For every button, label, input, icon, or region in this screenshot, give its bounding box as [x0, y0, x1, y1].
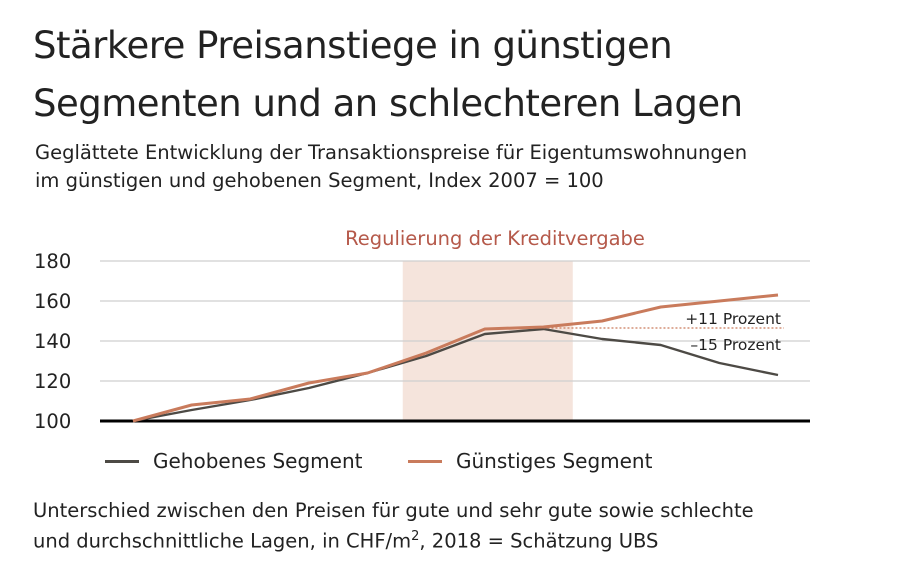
footnote-line-2: und durchschnittliche Lagen, in CHF/m2, … [33, 530, 658, 551]
title-line-2: Segmenten und an schlechteren Lagen [33, 82, 743, 125]
footnote-text: und durchschnittliche Lagen, in CHF/m [33, 529, 412, 553]
series-line-gehoben [132, 327, 779, 423]
subtitle-line-1: Geglättete Entwicklung der Transaktionsp… [35, 141, 748, 164]
legend-swatch-gehoben [105, 459, 139, 463]
legend-label-gehoben: Gehobenes Segment [153, 449, 363, 473]
annotation-minus: –15 Prozent [690, 336, 781, 354]
footnote-line-1: Unterschied zwischen den Preisen für gut… [33, 499, 754, 522]
series-line-guenstig [132, 293, 779, 423]
y-tick-label: 160 [34, 290, 71, 313]
shaded-region-label: Regulierung der Kreditvergabe [345, 227, 645, 250]
legend-swatch-guenstig [408, 459, 442, 463]
footnote-superscript: 2 [411, 529, 420, 544]
annotation-plus: +11 Prozent [685, 310, 781, 328]
legend-label-guenstig: Günstiges Segment [456, 449, 653, 473]
y-tick-label: 100 [34, 410, 71, 433]
y-tick-label: 140 [34, 330, 71, 353]
y-tick-label: 120 [34, 370, 71, 393]
legend-item-guenstig: Günstiges Segment [408, 449, 652, 473]
y-tick-label: 180 [34, 250, 71, 273]
title-line-1: Stärkere Preisanstiege in günstigen [33, 24, 673, 67]
subtitle-line-2: im günstigen und gehobenen Segment, Inde… [35, 169, 604, 192]
legend-item-gehoben: Gehobenes Segment [105, 449, 362, 473]
footnote-text-end: , 2018 = Schätzung UBS [419, 529, 659, 553]
